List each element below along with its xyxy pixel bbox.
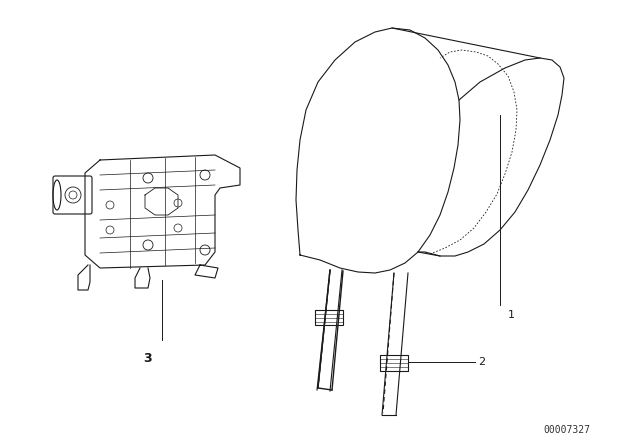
Text: 00007327: 00007327	[543, 425, 590, 435]
Text: 1: 1	[508, 310, 515, 320]
Text: 2: 2	[478, 357, 485, 367]
Text: 3: 3	[144, 352, 152, 365]
